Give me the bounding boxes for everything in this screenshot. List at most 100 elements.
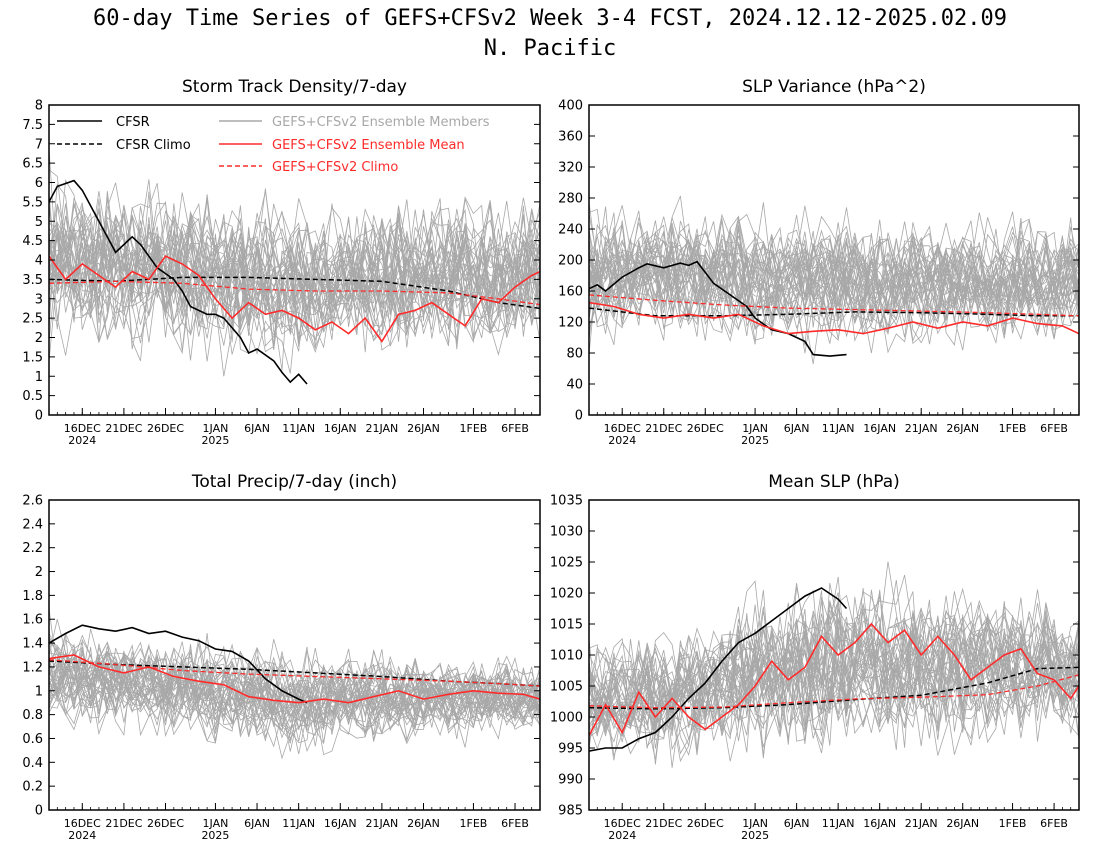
y-tick-label: 2: [35, 565, 43, 580]
y-tick-label: 0: [35, 409, 43, 424]
ensemble-member-line: [589, 216, 1079, 339]
x-tick-year-label: 2025: [741, 829, 769, 842]
y-tick-label: 4.5: [22, 234, 43, 249]
y-tick-label: 2.6: [22, 494, 43, 509]
ensemble-member-line: [49, 648, 540, 740]
y-tick-label: 280: [558, 192, 583, 207]
x-tick-label: 1FEB: [999, 422, 1027, 435]
x-tick-label: 21JAN: [905, 817, 938, 830]
y-tick-label: 2.5: [22, 312, 43, 327]
y-tick-label: 0.4: [22, 756, 43, 771]
ensemble-member-line: [589, 220, 1079, 335]
ensemble-member-line: [589, 226, 1079, 332]
x-tick-label: 26JAN: [407, 422, 440, 435]
plot-frame: [48, 499, 541, 811]
ensemble-member-line: [589, 589, 1079, 749]
x-tick-label: 1JAN: [742, 422, 768, 435]
y-tick-label: 80: [566, 347, 583, 362]
y-tick-label: 200: [558, 254, 583, 269]
ensemble-member-line: [49, 203, 540, 361]
y-tick-label: 320: [558, 161, 583, 176]
ensemble-member-line: [49, 632, 540, 748]
panel-2: SLP Variance (hPa^2) 0 40 80 120 160 200 240 280…: [558, 77, 1080, 447]
x-tick-label: 16DEC: [604, 817, 641, 830]
ensemble-member-line: [589, 221, 1079, 342]
x-tick-label: 16DEC: [64, 422, 101, 435]
panel-title: SLP Variance (hPa^2): [742, 77, 926, 97]
x-tick-label: 6FEB: [501, 422, 529, 435]
y-tick-label: 1.8: [22, 589, 43, 604]
y-tick-label: 995: [558, 742, 583, 757]
x-tick-label: 16DEC: [604, 422, 641, 435]
plot-area: [49, 147, 540, 385]
x-tick-label: 6JAN: [244, 817, 270, 830]
gefs-climo-line: [49, 280, 540, 306]
x-tick-label: 11JAN: [822, 817, 855, 830]
x-tick-label: 26JAN: [946, 422, 979, 435]
legend-label: GEFS+CFSv2 Climo: [272, 160, 398, 175]
y-tick-label: 7: [35, 137, 43, 152]
ensemble-member-line: [49, 205, 540, 374]
x-tick-label: 21DEC: [645, 817, 682, 830]
ensemble-mean-line: [49, 255, 540, 343]
figure-title: 60-day Time Series of GEFS+CFSv2 Week 3-…: [93, 6, 1007, 31]
x-tick-label: 6JAN: [784, 422, 810, 435]
panel-4: Mean SLP (hPa) 985 990 995 1000 1005 1010 1015 1…: [550, 472, 1080, 842]
y-tick-label: 0.5: [22, 389, 43, 404]
y-tick-label: 5.5: [22, 195, 43, 210]
x-tick-label: 16JAN: [863, 422, 896, 435]
cfsr-line: [49, 179, 308, 385]
ensemble-member-line: [589, 561, 1079, 742]
x-tick-label: 6JAN: [244, 422, 270, 435]
y-tick-label: 160: [558, 285, 583, 300]
legend: CFSR CFSR Climo GEFS+CFSv2 Ensemble Member…: [57, 115, 490, 175]
ensemble-member-line: [589, 195, 1079, 365]
ensemble-member-line: [589, 613, 1079, 756]
y-tick-label: 1025: [550, 556, 583, 571]
y-tick-label: 1.5: [22, 350, 43, 365]
y-tick-label: 6: [35, 176, 43, 191]
y-tick-label: 360: [558, 130, 583, 145]
x-tick-label: 6FEB: [1040, 422, 1068, 435]
y-tick-label: 1030: [550, 525, 583, 540]
ensemble-member-line: [49, 221, 540, 352]
ensemble-member-line: [589, 217, 1079, 329]
y-tick-label: 0: [575, 409, 583, 424]
ensemble-member-line: [49, 632, 540, 737]
ensemble-member-line: [49, 202, 540, 342]
x-tick-label: 1FEB: [460, 817, 488, 830]
y-tick-label: 1005: [550, 680, 583, 695]
x-tick-label: 1FEB: [999, 817, 1027, 830]
y-tick-label: 5: [35, 215, 43, 230]
x-tick-label: 16DEC: [64, 817, 101, 830]
y-tick-label: 1010: [550, 649, 583, 664]
y-tick-label: 1: [35, 684, 43, 699]
ensemble-member-line: [589, 587, 1079, 742]
x-tick-label: 21DEC: [105, 422, 142, 435]
x-tick-year-label: 2024: [608, 829, 636, 842]
y-tick-label: 1015: [550, 618, 583, 633]
ensemble-member-line: [49, 655, 540, 744]
x-tick-label: 6FEB: [1040, 817, 1068, 830]
y-tick-label: 990: [558, 773, 583, 788]
x-tick-label: 21JAN: [905, 422, 938, 435]
y-tick-label: 1: [35, 370, 43, 385]
y-tick-label: 0.6: [22, 732, 43, 747]
x-tick-label: 16JAN: [324, 817, 357, 830]
ensemble-mean-line: [589, 622, 1079, 736]
x-tick-label: 26DEC: [147, 422, 184, 435]
legend-label: CFSR Climo: [116, 138, 191, 153]
ensemble-members: [589, 195, 1079, 365]
x-tick-label: 1JAN: [742, 817, 768, 830]
y-tick-label: 3: [35, 292, 43, 307]
ensemble-members: [589, 561, 1079, 768]
y-tick-label: 4: [35, 254, 43, 269]
ensemble-member-line: [49, 648, 540, 745]
ensemble-members: [49, 608, 540, 760]
ensemble-member-line: [49, 638, 540, 730]
ensemble-member-line: [589, 216, 1079, 354]
ensemble-member-line: [589, 591, 1079, 730]
x-tick-label: 26DEC: [687, 817, 724, 830]
cfsr-line: [589, 260, 847, 357]
